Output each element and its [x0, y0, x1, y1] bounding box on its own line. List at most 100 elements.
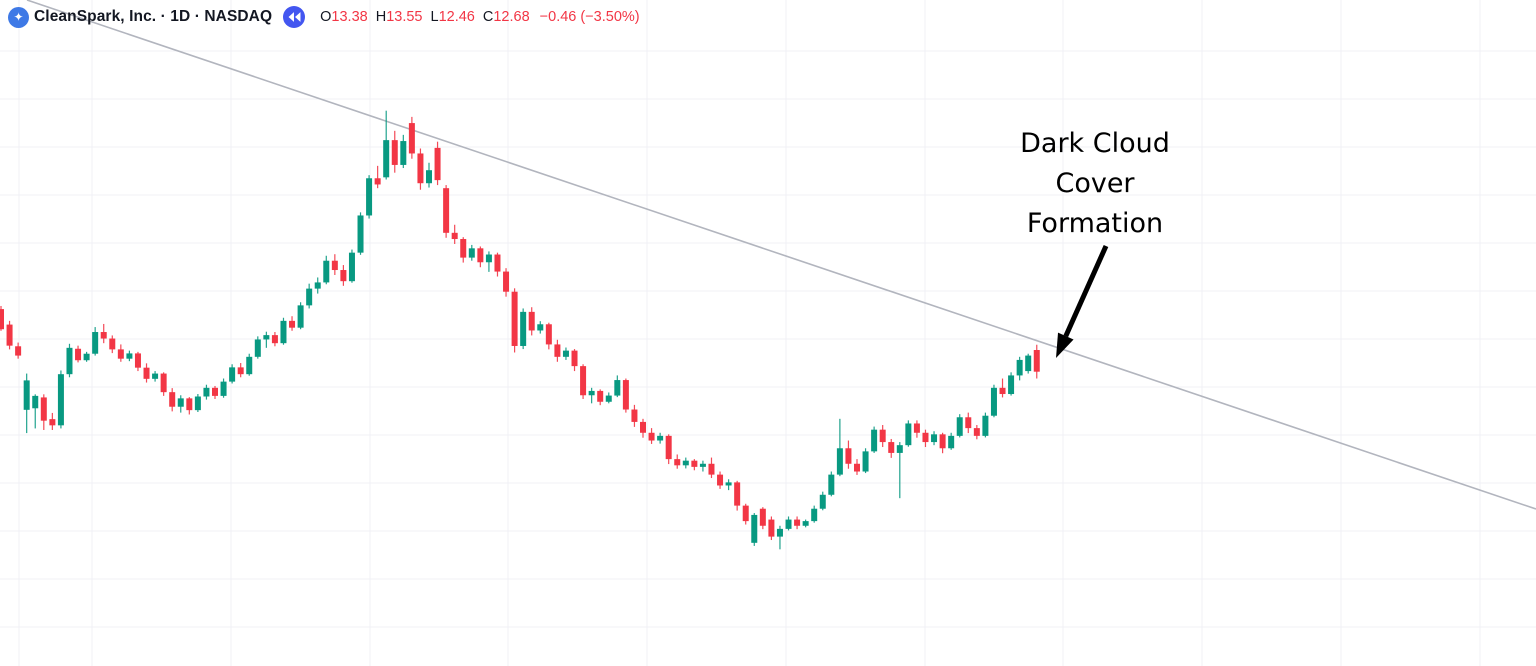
candle-body-up — [203, 387, 210, 397]
candle-body-down — [665, 435, 672, 460]
candle-body-up — [605, 395, 612, 402]
candle-body-up — [383, 140, 390, 178]
candle-body-up — [614, 380, 621, 396]
candle-body-up — [862, 451, 869, 472]
candle-body-up — [802, 521, 809, 526]
annotation-line-3: Formation — [1026, 208, 1164, 239]
candle-body-up — [254, 339, 261, 357]
candle-body-down — [879, 429, 886, 443]
annotation-arrow-head[interactable] — [1056, 332, 1074, 358]
candle-body-up — [66, 347, 73, 375]
candle-body-down — [571, 350, 578, 367]
fast-rewind-icon — [288, 12, 301, 22]
candle-body-down — [674, 459, 681, 466]
candle-body-up — [725, 482, 732, 486]
candle-body-up — [485, 254, 492, 263]
candle-body-down — [289, 320, 296, 328]
candle-body-down — [708, 463, 715, 475]
candle-body-up — [931, 434, 938, 443]
replay-mode-button[interactable] — [283, 6, 306, 28]
candle-body-down — [271, 335, 278, 344]
candle-body-down — [742, 505, 749, 522]
candle-body-up — [426, 170, 432, 184]
candle-body-down — [528, 311, 535, 331]
candle-body-down — [408, 123, 415, 154]
candle-body-up — [776, 528, 783, 537]
candle-body-down — [417, 153, 424, 184]
candle-body-down — [117, 349, 124, 359]
candle-body-down — [100, 332, 107, 339]
candle-body-down — [999, 387, 1006, 395]
candle-body-down — [580, 366, 587, 396]
candle-body-down — [160, 373, 167, 393]
candle-body-down — [597, 390, 604, 402]
candle-body-up — [836, 448, 843, 475]
candle-body-down — [443, 188, 450, 233]
candle-body-down — [511, 291, 518, 346]
candle-body-up — [152, 373, 159, 379]
candle-body-up — [280, 320, 287, 344]
candle-body-down — [648, 432, 655, 441]
candle-body-down — [477, 248, 484, 263]
annotation-arrow-shaft[interactable] — [1063, 244, 1109, 338]
candle-body-down — [169, 392, 176, 407]
candle-body-down — [6, 324, 13, 346]
candle-body-up — [400, 141, 407, 165]
candle-body-down — [794, 519, 801, 526]
candle-body-up — [1025, 355, 1032, 372]
candle-body-down — [768, 519, 775, 537]
ohlc-open-value: 13.38 — [331, 9, 368, 25]
candle-body-down — [237, 367, 244, 375]
candle-body-down — [134, 353, 141, 368]
candle-body-down — [1033, 350, 1040, 372]
candle-body-up — [83, 353, 90, 361]
candle-body-up — [220, 381, 227, 396]
candle-body-up — [306, 288, 313, 306]
candle-body-up — [520, 311, 527, 346]
candle-body-down — [460, 239, 467, 258]
annotation-line-1: Dark Cloud — [1020, 128, 1170, 159]
candle-body-up — [92, 332, 99, 354]
candle-body-up — [785, 519, 792, 529]
candle-body-up — [982, 415, 989, 436]
candle-body-up — [828, 474, 835, 495]
ohlc-close: C12.68 — [482, 9, 530, 25]
candle-body-up — [23, 380, 30, 410]
candle-body-up — [948, 435, 955, 449]
trendline-drawing[interactable] — [26, 0, 1536, 510]
ohlc-close-value: 12.68 — [493, 9, 530, 25]
candle-body-up — [194, 396, 201, 411]
candle-body-down — [75, 348, 82, 361]
candle-body-up — [956, 417, 963, 436]
candle-body-up — [811, 508, 818, 522]
candle-body-down — [691, 460, 698, 467]
candle-body-up — [751, 514, 758, 543]
candle-body-up — [896, 445, 903, 453]
candle-body-down — [922, 432, 929, 443]
candle-body-down — [331, 260, 338, 271]
candle-body-up — [562, 350, 569, 357]
candle-body-up — [357, 215, 364, 253]
candle-body-down — [554, 344, 561, 357]
sparkle-icon: ✦ — [13, 10, 24, 24]
symbol-logo-icon[interactable]: ✦ — [8, 6, 29, 28]
candle-body-up — [32, 395, 39, 409]
candle-body-up — [468, 248, 475, 258]
candle-body-down — [0, 309, 4, 330]
candle-body-up — [177, 398, 184, 407]
candle-body-down — [845, 448, 852, 464]
candle-body-up — [314, 282, 321, 289]
candle-body-down — [434, 147, 441, 181]
candle-body-up — [819, 494, 826, 509]
candle-body-down — [913, 423, 920, 433]
candle-body-up — [682, 460, 689, 466]
pattern-annotation-text[interactable]: Dark Cloud Cover Formation — [1020, 124, 1170, 244]
symbol-title[interactable]: CleanSpark, Inc. · 1D · NASDAQ — [34, 8, 273, 25]
ohlc-low: L12.46 — [430, 9, 475, 25]
change-readout: −0.46 (−3.50%) — [539, 9, 640, 25]
annotation-line-2: Cover — [1055, 168, 1135, 199]
candle-body-down — [973, 428, 980, 436]
candle-body-up — [699, 463, 706, 467]
